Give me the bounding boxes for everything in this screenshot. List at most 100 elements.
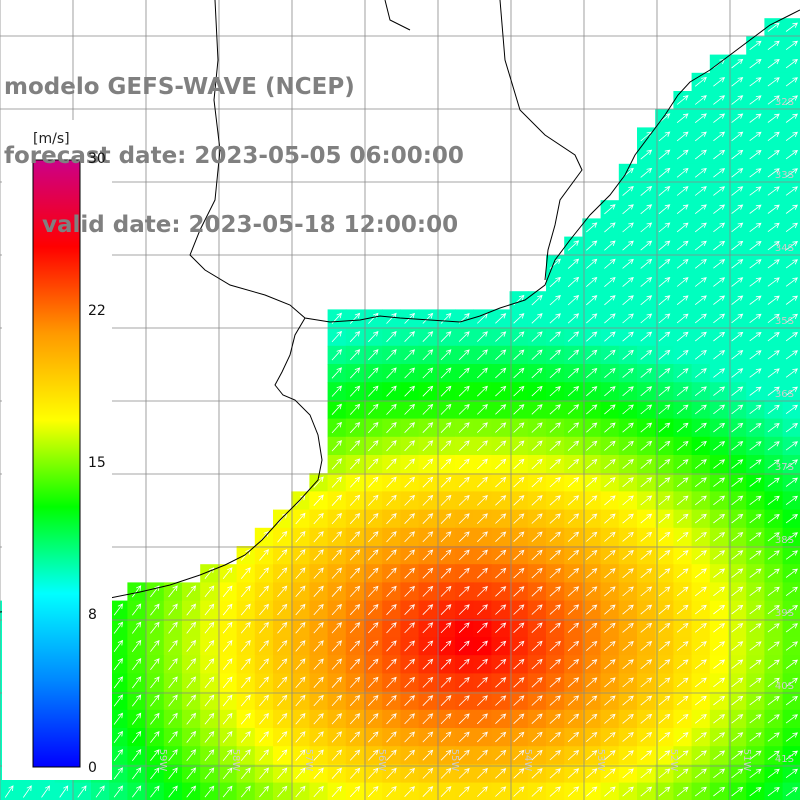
wind-arrow (295, 785, 306, 798)
wind-arrow (458, 513, 470, 524)
wind-arrow (749, 332, 762, 342)
lon-label: 55W (449, 749, 460, 772)
field-cell (109, 728, 128, 747)
wind-arrow (204, 731, 215, 743)
wind-arrow (658, 459, 671, 469)
field-cell (600, 436, 620, 456)
wind-arrow (368, 749, 379, 761)
field-cell (418, 637, 438, 656)
wind-arrow (785, 514, 798, 524)
wind-arrow (676, 113, 689, 124)
wind-arrow (785, 313, 798, 324)
field-cell (273, 527, 292, 547)
field-cell (254, 691, 274, 711)
wind-arrow (694, 95, 707, 105)
wind-arrow (622, 404, 634, 415)
field-cell (327, 345, 347, 365)
wind-arrow (567, 713, 580, 724)
wind-arrow (313, 640, 324, 652)
wind-arrow (694, 222, 707, 233)
wind-arrow (713, 277, 726, 287)
wind-arrow (440, 531, 452, 543)
wind-arrow (586, 768, 598, 779)
field-cell (637, 254, 656, 274)
wind-arrow (368, 785, 379, 798)
wind-arrow (713, 350, 726, 360)
field-cell (709, 72, 729, 92)
wind-arrow (458, 476, 470, 488)
wind-arrow (4, 785, 14, 798)
field-cell (527, 618, 547, 638)
field-cell (364, 637, 383, 656)
wind-arrow (567, 477, 580, 488)
wind-arrow (749, 459, 762, 469)
wind-arrow (113, 676, 123, 689)
field-cell (764, 127, 784, 147)
wind-arrow (622, 641, 634, 651)
wind-arrow (150, 639, 160, 652)
wind-arrow (567, 750, 580, 761)
wind-arrow (604, 240, 616, 251)
field-cell (345, 364, 365, 383)
wind-arrow (386, 622, 397, 634)
field-cell (673, 364, 693, 383)
field-cell (436, 600, 456, 620)
wind-arrow (549, 604, 561, 615)
field-cell (746, 509, 765, 529)
field-cell (673, 291, 693, 310)
field-cell (746, 473, 765, 492)
field-cell (637, 764, 656, 784)
wind-arrow (713, 568, 726, 578)
field-cell (709, 618, 729, 638)
field-cell (473, 382, 492, 401)
wind-arrow (368, 531, 379, 543)
field-cell (746, 436, 765, 456)
wind-arrow (622, 586, 634, 597)
field-cell (109, 637, 128, 656)
field-cell (382, 418, 401, 438)
field-cell (709, 218, 729, 238)
field-cell (345, 673, 365, 693)
wind-arrow (495, 786, 507, 797)
field-cell (309, 600, 329, 620)
wind-arrow (694, 750, 707, 761)
field-cell (345, 564, 365, 583)
field-cell (327, 473, 347, 492)
field-cell (564, 691, 583, 711)
field-cell (728, 327, 747, 347)
field-cell (655, 491, 674, 511)
wind-arrow (495, 713, 507, 724)
wind-arrow (658, 477, 671, 488)
field-cell (691, 473, 711, 492)
wind-arrow (113, 658, 123, 671)
wind-arrow (676, 477, 689, 488)
wind-arrow (713, 732, 726, 742)
field-cell (400, 728, 420, 747)
field-cell (473, 728, 492, 747)
wind-arrow (259, 567, 269, 579)
field-cell (546, 509, 565, 529)
wind-arrow (622, 386, 634, 397)
wind-arrow (586, 495, 598, 506)
wind-arrow (586, 240, 598, 251)
field-cell (218, 691, 238, 711)
field-cell (691, 291, 711, 310)
field-cell (473, 637, 492, 656)
field-cell (527, 691, 547, 711)
wind-arrow (295, 621, 306, 634)
field-cell (418, 582, 438, 602)
field-cell (655, 327, 674, 347)
wind-arrow (567, 404, 580, 415)
lat-label: 34S (775, 243, 794, 254)
field-cell (600, 655, 620, 674)
wind-arrow (731, 313, 744, 324)
wind-arrow (222, 658, 233, 670)
field-cell (455, 673, 474, 693)
field-cell (254, 582, 274, 602)
field-cell (400, 327, 420, 347)
wind-arrow (567, 349, 580, 360)
wind-arrow (785, 22, 798, 32)
field-cell (746, 273, 765, 292)
field-cell (546, 527, 565, 547)
field-cell (273, 618, 292, 638)
